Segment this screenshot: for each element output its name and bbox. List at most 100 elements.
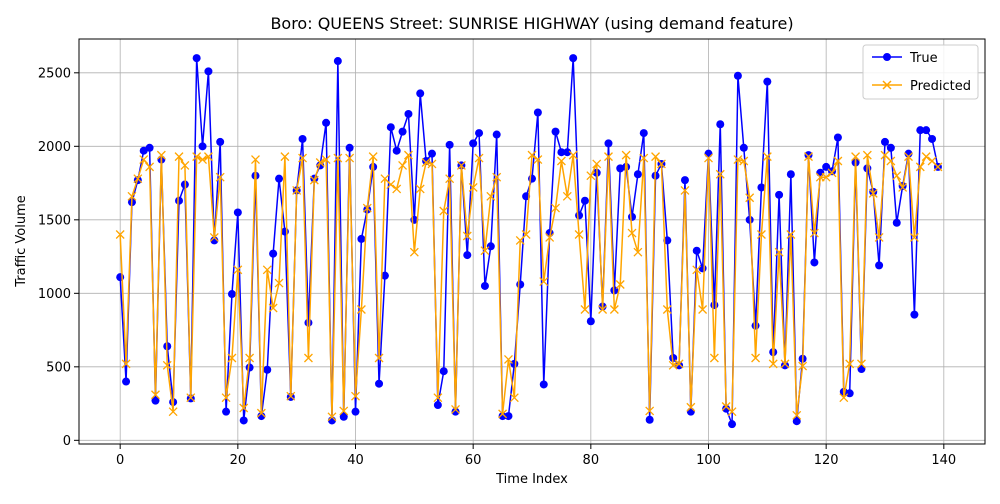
data-point-true	[569, 54, 578, 63]
data-point-predicted	[227, 353, 237, 363]
data-point-predicted	[786, 230, 796, 239]
y-tick-label: 1500	[38, 213, 71, 228]
data-point-true	[563, 148, 572, 157]
data-point-predicted	[874, 232, 884, 242]
data-point-true	[739, 143, 748, 152]
data-point-true	[845, 389, 854, 398]
data-point-predicted	[768, 359, 778, 369]
data-point-predicted	[780, 359, 790, 369]
data-point-predicted	[627, 228, 637, 238]
data-point-predicted	[745, 193, 755, 203]
data-point-true	[633, 170, 642, 179]
data-point-true	[733, 71, 742, 80]
data-point-predicted	[262, 265, 272, 275]
data-point-predicted	[545, 232, 555, 242]
data-point-true	[304, 318, 313, 327]
data-point-predicted	[898, 183, 908, 192]
data-point-true	[392, 146, 401, 155]
plot-frame	[78, 38, 986, 445]
data-point-true	[222, 407, 231, 416]
x-tick-label: 0	[116, 453, 124, 468]
data-point-true	[780, 361, 789, 370]
data-point-predicted	[303, 353, 313, 363]
data-point-predicted	[639, 153, 649, 163]
data-point-true	[210, 236, 219, 245]
data-point-true	[345, 143, 354, 152]
data-point-predicted	[456, 160, 466, 170]
data-point-true	[710, 301, 719, 310]
data-point-true	[257, 412, 266, 421]
data-point-predicted	[862, 150, 872, 160]
data-point-predicted	[121, 359, 131, 369]
series-line-predicted	[119, 154, 939, 418]
y-axis-label: Traffic Volume	[14, 195, 29, 288]
data-point-true	[910, 310, 919, 319]
data-point-predicted	[621, 150, 631, 160]
data-point-predicted	[851, 152, 861, 162]
data-point-true	[680, 176, 689, 185]
data-point-true	[233, 208, 242, 217]
data-point-predicted	[845, 359, 855, 369]
data-point-predicted	[504, 355, 513, 364]
data-point-predicted	[427, 159, 437, 169]
data-point-predicted	[221, 393, 231, 403]
data-point-true	[528, 174, 536, 183]
x-tick-label: 100	[696, 453, 721, 468]
data-point-true	[351, 407, 360, 416]
legend-marker-true	[883, 53, 891, 61]
data-point-true	[763, 77, 772, 86]
data-point-predicted	[156, 150, 166, 160]
data-point-predicted	[551, 203, 560, 213]
data-point-true	[551, 127, 560, 136]
data-point-predicted	[762, 152, 772, 162]
data-point-predicted	[374, 353, 384, 363]
data-point-predicted	[892, 171, 902, 181]
data-point-predicted	[127, 191, 137, 201]
data-point-true	[922, 126, 931, 135]
data-point-predicted	[521, 230, 531, 239]
data-point-predicted	[492, 172, 502, 182]
data-point-true	[245, 363, 254, 372]
data-point-true	[386, 123, 395, 132]
data-point-true	[263, 365, 272, 374]
data-point-true	[628, 212, 637, 221]
data-point-predicted	[592, 159, 602, 169]
data-point-predicted	[403, 150, 413, 160]
data-point-predicted	[686, 402, 696, 412]
data-point-predicted	[827, 168, 837, 178]
y-tick-label: 1000	[38, 287, 71, 302]
data-point-predicted	[203, 152, 213, 162]
data-point-true	[480, 281, 489, 290]
data-point-predicted	[421, 158, 431, 167]
data-point-predicted	[715, 169, 725, 179]
data-point-true	[451, 407, 460, 416]
data-point-true	[357, 234, 366, 243]
data-point-predicted	[256, 408, 266, 418]
data-point-true	[504, 412, 513, 421]
data-point-predicted	[556, 156, 566, 166]
data-point-predicted	[339, 406, 349, 416]
data-point-true	[380, 271, 389, 280]
data-point-predicted	[751, 353, 761, 363]
data-point-true	[145, 143, 154, 152]
data-point-predicted	[568, 150, 578, 160]
data-point-true	[427, 149, 436, 158]
data-point-predicted	[356, 305, 366, 314]
data-point-true	[416, 89, 425, 98]
data-point-predicted	[809, 228, 819, 238]
x-tick-label: 80	[583, 453, 600, 468]
legend-label-true: True	[909, 51, 938, 66]
data-point-predicted	[486, 191, 496, 201]
data-point-true	[904, 149, 913, 158]
data-point-predicted	[774, 247, 784, 257]
data-point-true	[198, 142, 207, 151]
data-point-predicted	[215, 172, 225, 182]
data-point-true	[716, 120, 725, 129]
data-point-true	[239, 416, 248, 425]
data-point-true	[516, 280, 525, 289]
data-point-predicted	[345, 153, 355, 163]
data-point-predicted	[615, 280, 625, 289]
data-point-predicted	[698, 305, 708, 314]
